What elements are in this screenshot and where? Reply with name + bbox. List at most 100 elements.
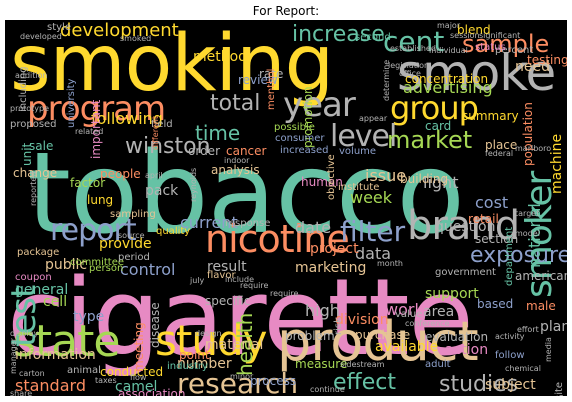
word: government bbox=[435, 267, 496, 278]
word: card bbox=[425, 119, 452, 133]
figure-title: For Report: bbox=[252, 4, 320, 18]
word: high bbox=[305, 301, 340, 320]
word: nicotine bbox=[205, 217, 350, 261]
word: public bbox=[45, 257, 88, 273]
word: month bbox=[377, 259, 403, 268]
word: general bbox=[15, 282, 69, 298]
word: target bbox=[515, 209, 540, 218]
word: carton bbox=[19, 369, 45, 378]
word: tobacco bbox=[27, 129, 465, 259]
word: chemical bbox=[505, 364, 541, 373]
word: level bbox=[330, 119, 397, 154]
word: require bbox=[270, 289, 299, 298]
word: section bbox=[475, 232, 519, 246]
word: cell bbox=[43, 294, 68, 310]
word: advertising bbox=[403, 78, 493, 97]
word: reported bbox=[29, 171, 38, 206]
word: time bbox=[195, 121, 241, 145]
word: meeting bbox=[132, 322, 146, 372]
word: provide bbox=[99, 236, 152, 252]
word: committee bbox=[70, 257, 125, 268]
word: data bbox=[355, 244, 392, 263]
word: report bbox=[50, 213, 137, 248]
word: free bbox=[560, 395, 567, 397]
word: american bbox=[515, 269, 567, 283]
word: summary bbox=[462, 109, 519, 123]
word: field bbox=[151, 119, 173, 130]
word: manager bbox=[9, 338, 18, 374]
word: question bbox=[435, 219, 496, 235]
word: include bbox=[225, 275, 254, 284]
word: indoor bbox=[224, 156, 250, 165]
word: mean bbox=[460, 395, 483, 397]
word: person bbox=[89, 263, 124, 274]
word: analysis bbox=[211, 163, 260, 177]
word: material bbox=[205, 337, 264, 353]
word: office bbox=[399, 69, 421, 78]
word: status bbox=[475, 42, 506, 53]
word: number bbox=[177, 356, 232, 372]
word: method bbox=[193, 49, 248, 65]
word: brand bbox=[407, 203, 520, 249]
word: menthol bbox=[266, 68, 277, 110]
word: based bbox=[477, 297, 514, 311]
word: flavor bbox=[207, 270, 236, 281]
word: value bbox=[395, 309, 423, 320]
word: quality bbox=[156, 226, 191, 237]
word: style bbox=[47, 22, 71, 33]
word: major bbox=[437, 21, 461, 30]
word: cost bbox=[475, 193, 509, 212]
word: consumer bbox=[275, 133, 325, 144]
word: developed bbox=[20, 32, 62, 41]
word: taxes bbox=[95, 376, 117, 385]
word: machine bbox=[549, 133, 565, 194]
word: marlboro bbox=[515, 144, 552, 153]
word: week bbox=[350, 188, 393, 207]
word: camel bbox=[115, 379, 158, 395]
word: increase bbox=[292, 22, 385, 47]
word: proposed bbox=[10, 119, 57, 130]
word: factor bbox=[70, 176, 106, 190]
word: available bbox=[375, 339, 439, 355]
word: adult bbox=[425, 359, 451, 370]
word: project bbox=[310, 241, 359, 257]
word: issue bbox=[365, 166, 407, 185]
word: following bbox=[91, 109, 163, 128]
word: research bbox=[177, 367, 299, 397]
word: work bbox=[385, 300, 424, 319]
word: rate bbox=[259, 67, 284, 81]
word: effort bbox=[517, 325, 539, 334]
word: institute bbox=[338, 182, 380, 193]
word: association bbox=[118, 387, 186, 396]
word: place bbox=[485, 138, 518, 152]
word: animal bbox=[67, 365, 101, 376]
word: marketing bbox=[295, 260, 367, 276]
word: point bbox=[179, 348, 210, 362]
word: concentration bbox=[405, 72, 489, 86]
word: order bbox=[188, 144, 220, 158]
word: development bbox=[60, 20, 179, 41]
word: male bbox=[526, 299, 556, 313]
word: disease bbox=[148, 302, 162, 348]
word: different bbox=[151, 116, 160, 150]
word: smoked bbox=[120, 34, 152, 43]
word: filter bbox=[340, 215, 406, 248]
word: risk bbox=[333, 317, 344, 335]
word: total bbox=[210, 91, 261, 116]
word: period bbox=[118, 252, 150, 263]
word-cloud: tobacco cigarette smoking product smoke brand… bbox=[5, 20, 567, 396]
word: objective bbox=[326, 154, 337, 200]
word: design bbox=[195, 329, 222, 338]
word: continue bbox=[310, 385, 345, 394]
word: package bbox=[17, 247, 60, 258]
word: change bbox=[13, 166, 58, 180]
word: pack bbox=[145, 183, 179, 199]
word: problem bbox=[285, 329, 335, 343]
word: related bbox=[75, 127, 104, 136]
word: year bbox=[283, 85, 356, 125]
word: display bbox=[10, 329, 39, 338]
word: action bbox=[445, 342, 489, 358]
word: need bbox=[515, 59, 550, 75]
word: product bbox=[277, 310, 479, 373]
word: coupon bbox=[15, 272, 52, 283]
